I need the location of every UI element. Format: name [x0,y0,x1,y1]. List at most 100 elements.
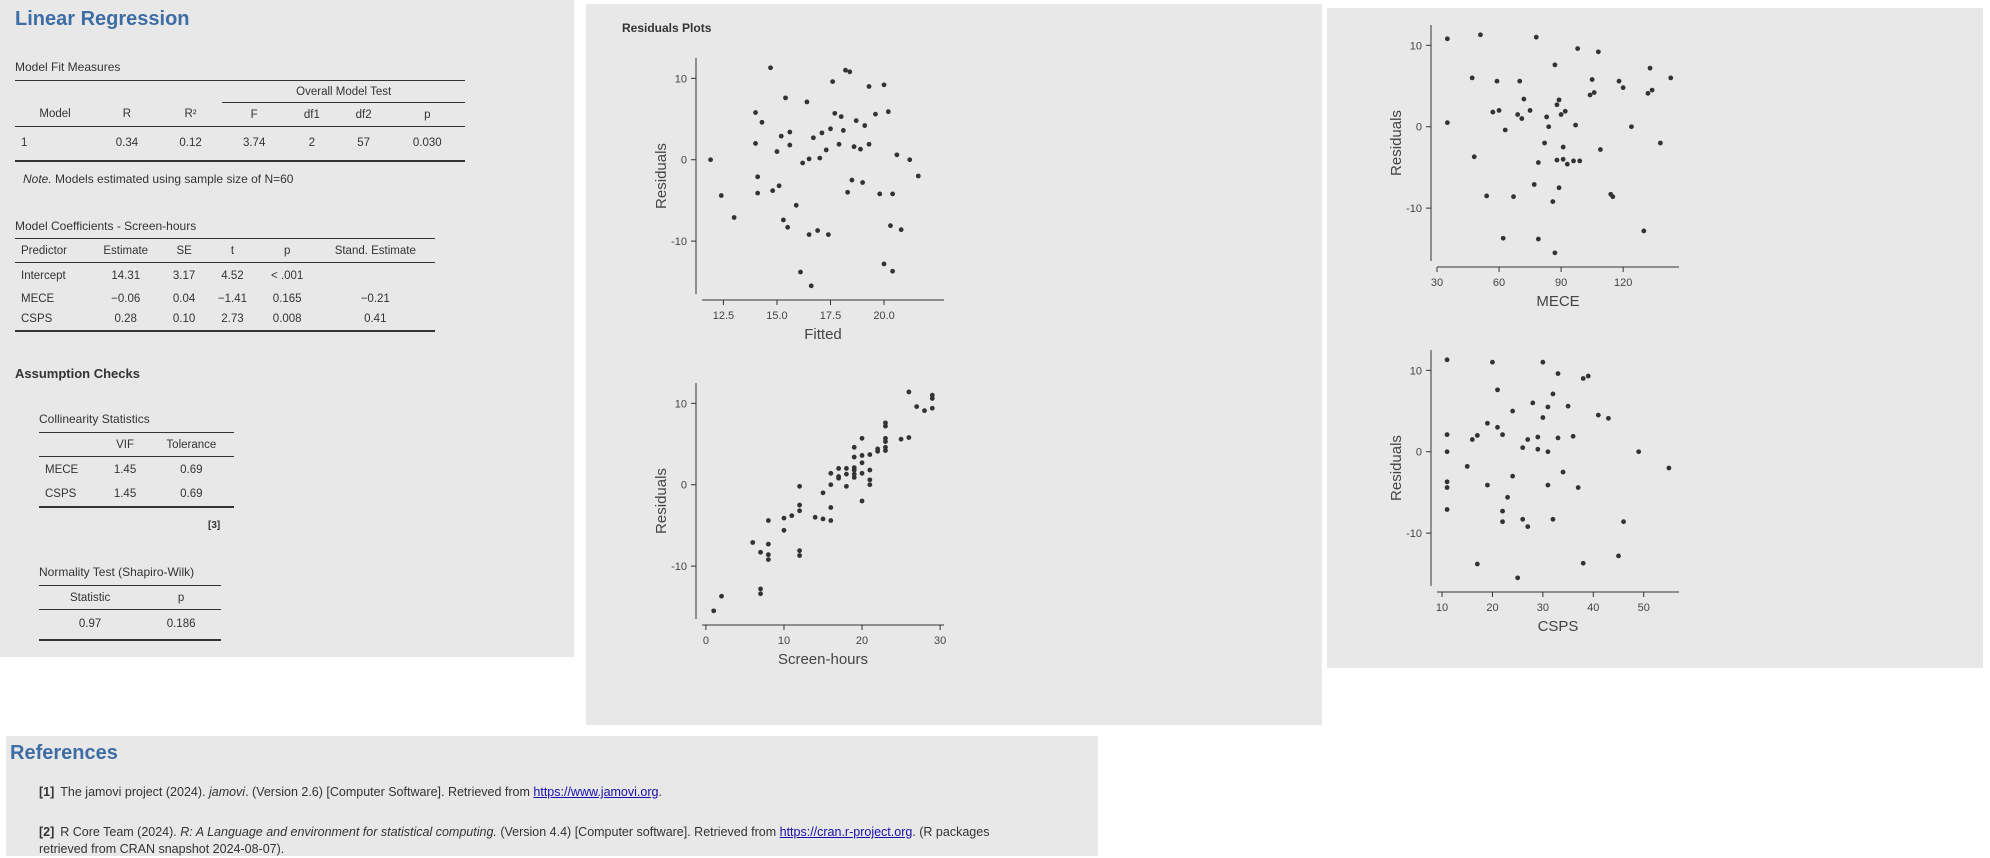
data-point [825,232,831,237]
collinearity-table[interactable]: VIF Tolerance MECE 1.45 0.69 CSPS 1.45 0… [39,432,234,508]
residuals-vs-mece-chart[interactable]: -10 0 10 30 60 90 120 MECE Residuals [1387,17,1687,307]
table-cell: 0.10 [172,313,196,325]
coefficients-table[interactable]: Predictor Estimate SE t p Stand. Estimat… [15,238,435,332]
table-cell: 0.69 [180,463,203,476]
residuals-vs-screen-hours-chart[interactable]: -10 0 10 0 10 20 30 Screen-hours Residuals [652,375,952,665]
analysis-title[interactable]: Linear Regression [15,8,190,30]
data-point [1495,424,1500,430]
data-point [1530,400,1536,406]
data-point [812,514,818,520]
data-point [817,155,823,161]
data-point [1444,432,1450,438]
x-tick-label: 20 [856,635,868,647]
data-point [1511,194,1516,200]
data-point [1444,357,1450,363]
column-header: R [122,108,132,121]
data-point [883,435,888,441]
data-point [873,111,878,117]
data-point [823,147,829,153]
results-panel-residual-plots-predictors: -10 0 10 30 60 90 120 MECE Residuals -10 0 10 10 20 3… [1327,8,1983,668]
data-point [781,527,787,533]
data-point [1577,158,1583,164]
data-point [1575,485,1581,490]
table-cell: 0.34 [115,137,139,150]
data-point [1540,359,1546,365]
column-header: p [283,244,291,257]
reference-title: jamovi [208,785,246,799]
collinearity-footnote[interactable]: [3] [208,520,221,531]
x-tick-label: 60 [1493,277,1505,289]
table-row: 0.97 0.186 [39,610,221,640]
residuals-vs-csps-chart[interactable]: -10 0 10 10 20 30 40 50 CSPS Residuals [1387,342,1687,632]
data-point [1542,140,1547,146]
residuals-vs-fitted-chart[interactable]: -10 0 10 12.5 15.0 17.5 20.0 Fitted Residuals [652,50,952,340]
data-point [922,408,927,414]
data-point [1520,445,1526,451]
data-point [806,156,812,162]
reference-text: R Core Team (2024). [60,825,181,839]
column-header: p [424,108,431,121]
reference-text: (Version 4.4) [Computer software]. Retri… [496,825,780,839]
data-point [1469,75,1475,81]
table-cell: 0.186 [166,618,196,631]
data-point [1474,433,1480,438]
jamovi-link[interactable]: https://www.jamovi.org [533,785,659,799]
data-point [797,502,802,508]
reference-text: . [658,785,662,799]
data-point [1527,108,1533,113]
y-tick-label: -10 [1406,203,1422,215]
data-point [787,129,793,135]
table-cell: 4.52 [221,269,244,282]
model-fit-table[interactable]: Overall Model Test Model R R² F df1 df2 … [15,80,465,162]
x-tick-label: 30 [1431,277,1443,289]
data-point [867,477,873,483]
data-point [797,548,802,554]
data-point [1533,34,1539,40]
data-point [1565,403,1571,409]
data-point [1564,161,1570,167]
column-header: df1 [303,108,320,121]
data-point [1545,482,1551,488]
data-point [1552,250,1558,256]
data-point [1545,404,1551,410]
reference-number: [2] [39,825,55,839]
data-point [888,223,893,229]
x-tick-label: 17.5 [820,310,841,322]
data-point [858,146,863,152]
data-point [1525,524,1531,529]
normality-table[interactable]: Statistic p 0.97 0.186 [39,585,221,641]
table-cell: 0.41 [364,313,387,325]
y-tick-label: 0 [681,155,687,167]
data-point [1535,446,1541,452]
data-point [906,435,912,440]
data-point [753,141,758,146]
data-point [907,157,913,163]
data-point [894,152,900,158]
y-axis-label: Residuals [653,143,670,209]
data-point [718,193,724,198]
data-point [1558,112,1564,117]
data-point [708,157,713,163]
data-point [1535,160,1541,165]
reference-number: [1] [39,785,55,799]
data-point [1510,473,1516,479]
table-cell: Intercept [21,269,66,282]
data-point [1521,96,1527,102]
y-axis-label: Residuals [1388,110,1405,176]
data-point [815,228,821,233]
data-point [806,232,812,237]
table-cell: 0.165 [272,292,302,305]
data-point [1560,156,1566,162]
data-point [755,190,761,196]
data-point [836,475,842,481]
data-point [765,557,771,562]
cran-link[interactable]: https://cran.r-project.org [779,825,913,839]
table-cell [316,263,435,289]
column-header: Stand. Estimate [334,244,416,257]
data-point [1556,185,1562,191]
data-point [1500,235,1506,241]
table-row: MECE 1.45 0.69 [39,457,234,483]
data-point [793,202,799,208]
data-point [1657,140,1663,146]
table-cell: MECE [21,292,55,305]
